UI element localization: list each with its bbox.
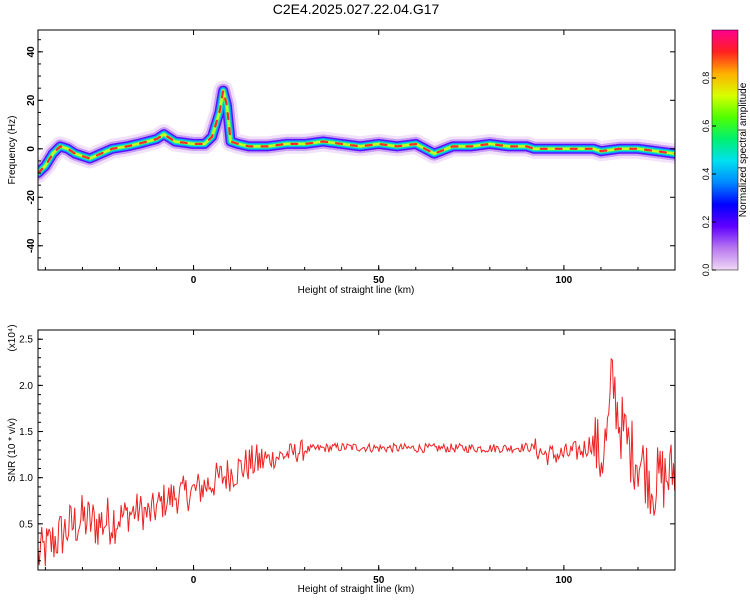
colorbar-tick-label: 0.0 — [701, 264, 711, 277]
spectrogram-cyan-band — [38, 87, 675, 177]
spectrogram-x-axis-label: Height of straight line (km) — [298, 285, 415, 296]
x-tick-label: 50 — [373, 575, 385, 586]
spectrogram-blue-band — [38, 85, 675, 178]
y-tick-label: -20 — [26, 190, 37, 205]
colorbar-tick-label: 0.6 — [701, 120, 711, 133]
spectrogram-trace — [38, 80, 675, 183]
x-tick-label: 0 — [191, 575, 197, 586]
y-tick-label: 2.5 — [19, 335, 33, 346]
spectrogram-green-band — [38, 88, 675, 176]
spectrogram-outer-band — [38, 83, 675, 180]
snr-panel: 0 50 100 0.5 1.0 1.5 2.0 2.5 Height of straight… — [7, 324, 676, 595]
snr-y-axis-label: SNR (10 * v/v) — [7, 418, 18, 482]
y-tick-label: 0 — [26, 146, 37, 152]
spectrogram-ticks: 0 50 100 -40 -20 0 20 40 — [26, 30, 676, 286]
figure-title: C2E4.2025.027.22.04.G17 — [273, 1, 440, 17]
snr-x-axis-label: Height of straight line (km) — [298, 584, 415, 595]
y-tick-label: 20 — [26, 94, 37, 106]
colorbar: 0.0 0.2 0.4 0.6 0.8 Normalized spectral ampl… — [701, 29, 749, 277]
spectrogram-plot-frame — [37, 29, 676, 271]
snr-ticks: 0 50 100 0.5 1.0 1.5 2.0 2.5 — [19, 330, 676, 586]
spectrogram-halo — [38, 80, 675, 183]
y-tick-label: 2.0 — [19, 381, 33, 392]
y-tick-label: -40 — [26, 238, 37, 253]
x-tick-label: 50 — [373, 275, 385, 286]
spectrogram-y-axis-label: Frequency (Hz) — [7, 116, 18, 185]
colorbar-gradient — [711, 29, 739, 271]
spectrogram-peak-band — [38, 90, 675, 175]
snr-series — [38, 357, 675, 567]
y-tick-label: 40 — [26, 46, 37, 58]
colorbar-label: Normalized spectral amplitude — [738, 82, 749, 217]
snr-y-scale-label: (x10⁴) — [7, 324, 18, 351]
y-tick-label: 1.0 — [19, 473, 33, 484]
colorbar-tick-label: 0.2 — [701, 216, 711, 229]
x-tick-label: 100 — [556, 275, 573, 286]
colorbar-tick-label: 0.4 — [701, 168, 711, 181]
colorbar-tick-label: 0.8 — [701, 72, 711, 85]
spectrogram-yellow-band — [38, 89, 675, 175]
spectrogram-panel: 0 50 100 -40 -20 0 20 40 Height of straight lin… — [7, 29, 676, 296]
snr-line — [38, 357, 675, 567]
y-tick-label: 1.5 — [19, 427, 33, 438]
colorbar-ticks: 0.0 0.2 0.4 0.6 0.8 — [701, 72, 716, 277]
y-tick-label: 0.5 — [19, 519, 33, 530]
x-tick-label: 100 — [556, 575, 573, 586]
x-tick-label: 0 — [191, 275, 197, 286]
